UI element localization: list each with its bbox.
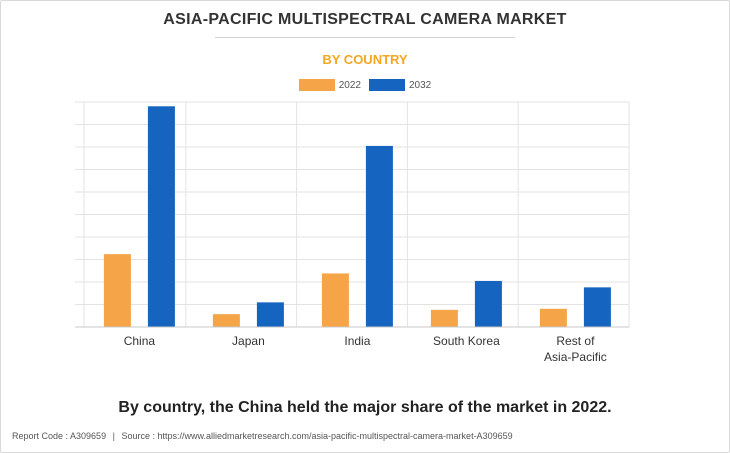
x-tick-label-india: India <box>344 334 370 348</box>
chart-legend: 2022 2032 <box>0 79 730 91</box>
bar-2022-china <box>103 254 131 327</box>
legend-item-2022[interactable]: 2022 <box>298 79 361 91</box>
x-tick-label-china: China <box>124 334 156 348</box>
x-tick-label-rest-of-asia-pacific: Rest of Asia-Pacific <box>544 334 607 364</box>
legend-item-2032[interactable]: 2032 <box>369 79 431 91</box>
chart-subtitle: BY COUNTRY <box>322 52 408 67</box>
x-tick-label-japan: Japan <box>232 334 265 348</box>
legend-swatch-2032 <box>369 79 405 91</box>
source-link[interactable]: Source : https://www.alliedmarketresearc… <box>121 431 513 441</box>
legend-label-2022: 2022 <box>338 79 361 91</box>
bar-2022-south-korea <box>430 309 458 327</box>
bar-2022-japan <box>212 314 240 327</box>
chart-title: ASIA-PACIFIC MULTISPECTRAL CAMERA MARKET <box>163 11 567 28</box>
bar-2032-japan <box>256 302 284 327</box>
x-tick-label-south-korea: South Korea <box>433 334 500 348</box>
report-code: Report Code : A309659 <box>12 431 107 441</box>
bar-2022-rest-of-asia-pacific <box>539 308 567 327</box>
title-divider <box>215 37 515 38</box>
chart-caption: By country, the China held the major sha… <box>118 399 612 416</box>
footer: Report Code : A309659 | Source : https:/… <box>12 431 513 441</box>
bar-2032-rest-of-asia-pacific <box>583 287 611 327</box>
bar-2032-south-korea <box>474 280 502 327</box>
legend-label-2032: 2032 <box>409 79 432 91</box>
bar-2032-india <box>365 145 393 327</box>
legend-swatch-2022 <box>298 79 335 91</box>
bar-2032-china <box>147 106 175 328</box>
footer-separator: | <box>112 431 115 441</box>
bar-2022-india <box>321 273 349 327</box>
